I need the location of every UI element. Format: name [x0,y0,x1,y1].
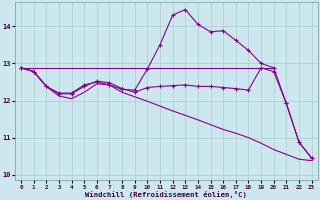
X-axis label: Windchill (Refroidissement éolien,°C): Windchill (Refroidissement éolien,°C) [85,191,247,198]
